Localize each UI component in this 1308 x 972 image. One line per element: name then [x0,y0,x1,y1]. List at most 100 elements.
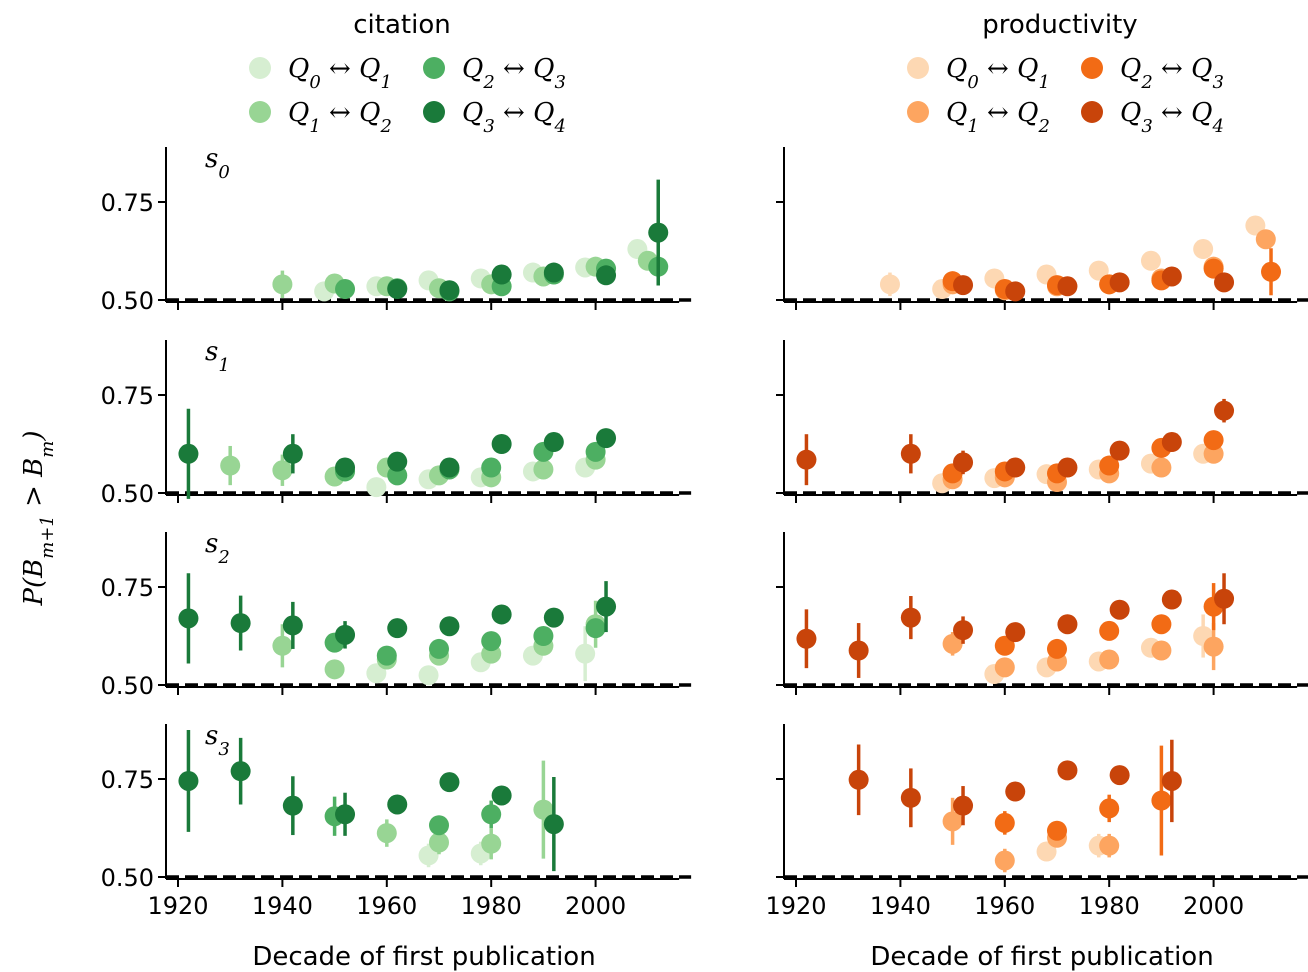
series-2 [324,618,606,666]
data-point [1203,258,1224,279]
data-point [953,795,974,816]
y-label-sub2: m [37,441,58,458]
data-point [178,770,199,791]
data-point [1057,760,1078,781]
legend-label-part: Q [288,98,309,128]
x-tick-label: 1920 [147,892,208,920]
x-axis-label-left: Decade of first publication [252,942,595,972]
data-point [335,804,356,825]
legend-label-part: Q [1017,98,1038,128]
series-3 [796,398,1235,486]
legend-label-part: 3 [483,116,494,137]
x-tick-label: 1980 [1079,892,1140,920]
data-point [282,795,303,816]
legend-entry-1-2: Q2 ↔ Q3 [1081,54,1224,93]
data-point [1099,835,1120,856]
y-tick-label: 0.50 [101,672,154,700]
legend-label-part: Q [946,98,967,128]
legend-entry-0-0: Q0 ↔ Q1 [249,54,392,93]
data-point [1214,588,1235,609]
series-0 [879,215,1266,300]
data-point [1203,636,1224,657]
data-point [335,624,356,645]
data-point [387,794,408,815]
data-point [429,638,449,659]
data-point [491,264,512,285]
data-point [1005,622,1026,643]
data-point [1057,457,1078,478]
data-point [1099,649,1120,670]
data-point [994,850,1015,871]
series-3 [953,266,1235,302]
y-label-part2: > B [19,458,49,515]
data-point [596,596,617,617]
legend-citation: citation [353,10,450,40]
legend-label-part: 2 [1140,72,1152,93]
legend-label-part: 2 [482,72,494,93]
data-point [481,457,502,478]
data-point [879,274,900,295]
x-tick-label: 1960 [974,892,1035,920]
y-tick-label: 0.75 [101,766,154,794]
series-0 [366,626,596,686]
legend-entry-1-1: Q1 ↔ Q2 [907,98,1050,137]
legend-label-part: 4 [1211,116,1223,137]
x-tick-label: 2000 [565,892,626,920]
legend-label: Q0 ↔ Q1 [288,54,392,93]
legend-label-part: ↔ [1153,98,1191,128]
data-point [439,772,460,793]
legend-label-part: ↔ [1153,54,1191,84]
series-3 [387,179,669,301]
data-point [324,659,345,680]
data-point [1193,239,1214,260]
y-tick-label: 0.50 [101,287,154,315]
data-point [178,443,199,464]
legend-label: Q3 ↔ Q4 [1120,98,1224,137]
panel-s0-citation: 0.50 0.75 s0 [101,144,692,315]
legend-label-part: Q [1120,54,1141,84]
data-point [953,275,974,296]
data-point [1203,443,1224,464]
data-point [942,633,963,654]
series-1 [942,623,1224,678]
data-point [796,628,817,649]
data-point [1151,640,1172,661]
data-point [900,443,921,464]
data-point [1005,457,1026,478]
data-point [533,459,554,480]
data-point [1005,281,1026,302]
legend-label: Q1 ↔ Q2 [288,98,392,137]
data-point [543,432,564,453]
data-point [1261,261,1282,282]
legend-marker [1081,57,1103,79]
legend-label-part: 2 [1037,116,1049,137]
row-label-s: s [205,337,218,367]
y-label-sub1: m+1 [37,515,58,559]
legend-label: Q3 ↔ Q4 [462,98,566,137]
series-1 [376,760,554,860]
data-point [439,616,460,637]
legend-label-part: 1 [1038,72,1049,93]
y-tick-label: 0.75 [101,574,154,602]
row-label-s: s [205,144,218,174]
legend-productivity: productivity [982,10,1137,40]
legend-entry-1-3: Q3 ↔ Q4 [1081,98,1224,137]
data-point [1057,614,1078,635]
panel-s2-citation: 0.50 0.75 s2 [101,529,692,700]
series-1 [942,443,1224,493]
x-tick-label: 2000 [1183,892,1244,920]
data-point [1099,620,1120,641]
y-label-part1: P(B [19,559,49,607]
legend-label-part: 0 [967,72,978,93]
data-point [533,626,554,646]
data-point [585,441,606,462]
data-point [481,804,502,825]
x-tick-label: 1960 [356,892,417,920]
legend-label-part: 1 [309,116,320,137]
data-point [272,274,293,295]
data-point [1161,432,1182,453]
panel-s3-productivity: 1920 1940 1960 1980 2000 [765,724,1308,920]
legend-label-part: 1 [380,72,391,93]
data-point [282,443,303,464]
data-point [848,769,869,790]
